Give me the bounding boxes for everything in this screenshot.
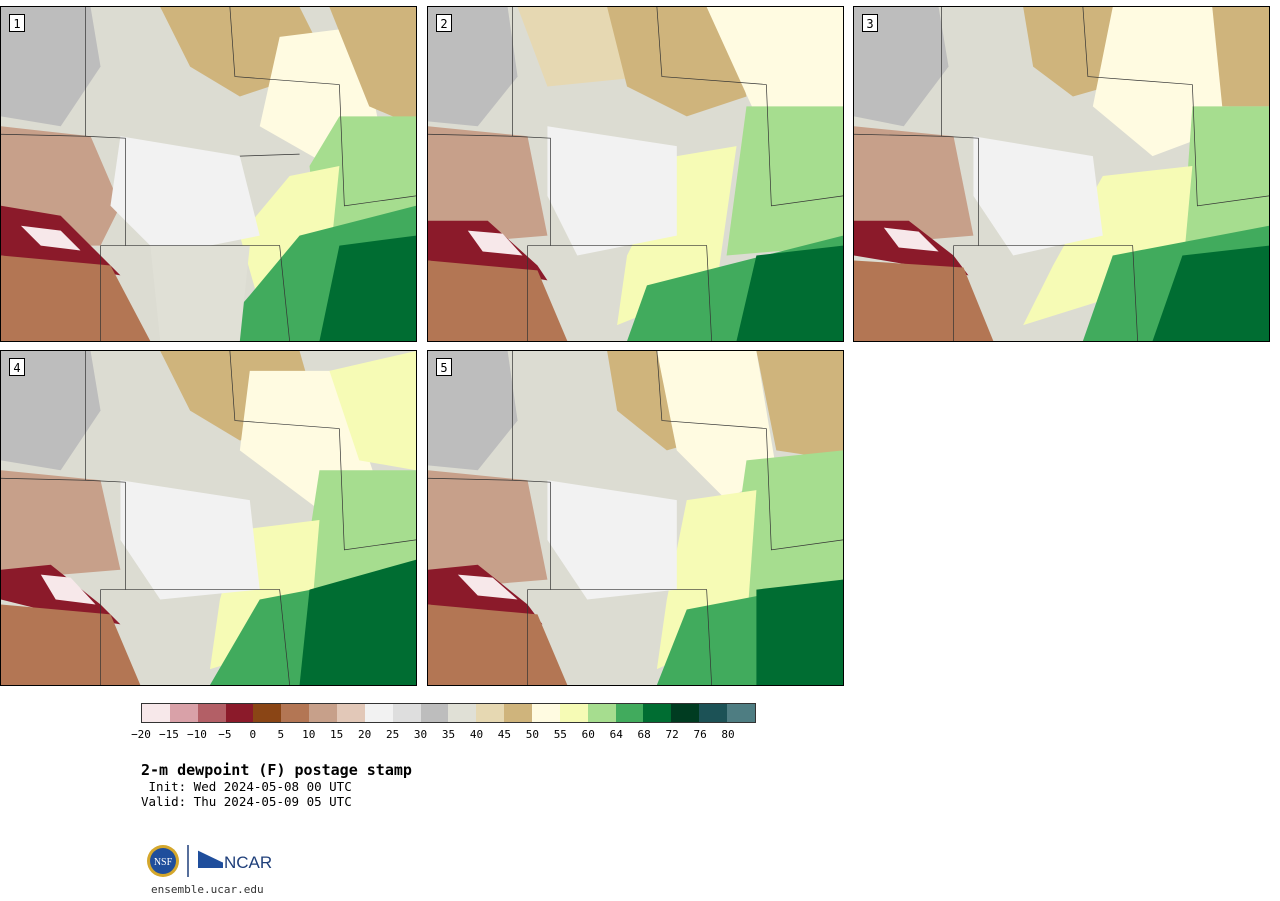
colorbar-swatch [615, 704, 644, 722]
colorbar-swatch [392, 704, 421, 722]
colorbar-tick-label: 72 [665, 728, 679, 741]
logos: NSF NCAR [145, 842, 275, 882]
colorbar-swatch [225, 704, 254, 722]
colorbar-swatch [309, 704, 338, 722]
colorbar-swatch [142, 704, 170, 722]
website-url: ensemble.ucar.edu [151, 883, 264, 896]
colorbar-tick-label: 64 [609, 728, 623, 741]
colorbar-tick-label: 25 [385, 728, 400, 741]
colorbar-tick-label: 0 [249, 728, 257, 741]
colorbar-swatch [671, 704, 700, 722]
dewpoint-map [854, 7, 1269, 341]
colorbar-tick-label: −15 [159, 728, 179, 741]
colorbar-tick-label: −10 [186, 728, 207, 741]
colorbar-swatch [337, 704, 365, 722]
ncar-logo-icon: NCAR [197, 849, 272, 872]
colorbar-tick-label: 5 [277, 728, 285, 741]
stamp-panel-2: 2 [427, 6, 844, 342]
dewpoint-map [1, 7, 416, 341]
colorbar-swatch [253, 704, 282, 722]
colorbar-swatch [197, 704, 226, 722]
colorbar-tick-label: 45 [497, 728, 512, 741]
colorbar-swatch [643, 704, 672, 722]
colorbar-tick-label: 80 [721, 728, 735, 741]
dewpoint-map [428, 7, 843, 341]
dewpoint-map [1, 351, 416, 685]
colorbar-tick-label: 60 [581, 728, 595, 741]
colorbar-tick-label: 76 [693, 728, 707, 741]
plot-title: 2-m dewpoint (F) postage stamp [141, 761, 412, 779]
colorbar-swatch [532, 704, 560, 722]
init-time: Init: Wed 2024-05-08 00 UTC [141, 779, 352, 794]
panel-number-label: 1 [9, 14, 25, 32]
colorbar-swatch [559, 704, 588, 722]
nsf-logo-text: NSF [154, 857, 173, 868]
colorbar-tick-label: −20 [131, 728, 151, 741]
stamp-panel-3: 3 [853, 6, 1270, 342]
valid-time: Valid: Thu 2024-05-09 05 UTC [141, 794, 352, 809]
colorbar-swatch [169, 704, 198, 722]
colorbar-swatch [420, 704, 449, 722]
colorbar-tick-label: 68 [637, 728, 651, 741]
dewpoint-map [428, 351, 843, 685]
colorbar-tick-label: 30 [413, 728, 428, 741]
colorbar-swatch [448, 704, 477, 722]
colorbar-tick-label: 55 [553, 728, 567, 741]
colorbar-swatch [727, 704, 755, 722]
dewpoint-colorbar [141, 703, 756, 723]
stamp-panel-1: 1 [0, 6, 417, 342]
panel-number-label: 5 [436, 358, 452, 376]
stamp-panel-4: 4 [0, 350, 417, 686]
panel-number-label: 3 [862, 14, 878, 32]
colorbar-swatch [699, 704, 728, 722]
colorbar-swatch [281, 704, 310, 722]
panel-number-label: 4 [9, 358, 25, 376]
colorbar-tick-label: 15 [330, 728, 344, 741]
colorbar-tick-label: 35 [441, 728, 456, 741]
colorbar-tick-label: 50 [525, 728, 539, 741]
colorbar-swatch [364, 704, 393, 722]
colorbar-tick-labels: −20 −15 −10 −5 0 5 10 15 20 25 30 35 40 45 50 55 60 64 68 7… [131, 728, 756, 742]
colorbar-tick-label: 40 [469, 728, 484, 741]
colorbar-tick-label: −5 [218, 728, 232, 741]
nsf-logo-icon: NSF [147, 845, 179, 877]
colorbar-tick-label: 10 [302, 728, 316, 741]
colorbar-swatch [587, 704, 616, 722]
colorbar-swatch [504, 704, 533, 722]
panel-number-label: 2 [436, 14, 452, 32]
colorbar-swatch [476, 704, 505, 722]
ncar-logo-text: NCAR [224, 853, 272, 872]
colorbar-tick-label: 20 [358, 728, 372, 741]
stamp-panel-5: 5 [427, 350, 844, 686]
